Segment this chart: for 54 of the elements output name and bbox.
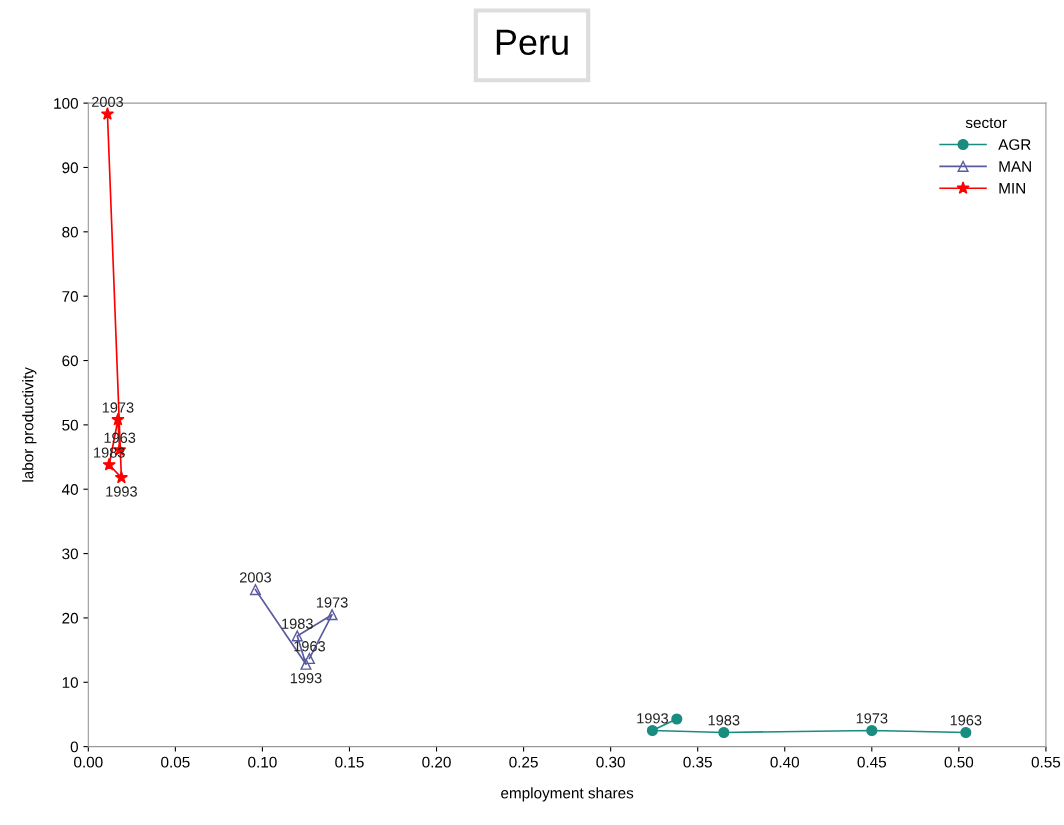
x-tick-label: 0.30 [596,756,625,768]
x-tick-label: 0.35 [683,756,712,768]
point [249,584,262,596]
y-tick-label: 0 [70,741,78,753]
point [100,107,115,120]
point [718,726,730,739]
x-tick-label: 0.15 [335,756,364,768]
x-tick-label: 0.00 [74,756,103,768]
legend-title: sector [965,118,1007,129]
annotation: 1993 [637,713,669,724]
x-tick-label: 0.25 [509,756,538,768]
annotation: 1993 [106,486,137,497]
annotation: 2003 [91,96,124,108]
y-tick-label: 100 [54,97,78,109]
legend-label: MIN [999,183,1025,194]
point [866,724,878,737]
annotation: 2003 [239,572,272,583]
annotation: 1983 [708,715,740,726]
y-tick-label: 50 [62,419,78,431]
y-tick-label: 70 [62,291,78,302]
y-tick-label: 80 [62,226,78,238]
annotation: 1993 [290,672,322,684]
x-tick-label: 0.10 [248,756,277,768]
x-tick-label: 0.40 [770,756,800,768]
annotation: 1983 [282,618,313,629]
y-tick-label: 30 [62,548,78,560]
y-axis-title: labor productivity [22,367,37,482]
y-tick-label: 20 [62,612,78,624]
y-tick-label: 40 [61,484,78,495]
point [111,412,125,426]
annotation: 1973 [316,597,348,608]
y-tick-label: 60 [62,355,78,367]
point [960,726,972,739]
x-tick-label: 0.55 [1031,756,1061,768]
point [671,713,683,725]
point [300,658,312,670]
y-tick-label: 10 [62,677,78,688]
point [303,652,315,665]
x-axis-title: employment shares [501,787,634,802]
chart-title: Peru [496,29,568,56]
annotation: 1973 [856,713,888,724]
legend-label: AGR [998,139,1031,150]
x-tick-label: 0.45 [857,756,887,768]
point [646,724,658,737]
point [326,609,338,621]
x-tick-label: 0.20 [422,756,451,768]
x-tick-label: 0.50 [944,756,974,768]
annotation: 1963 [950,715,982,726]
legend-label: MAN [999,161,1031,172]
y-tick-label: 90 [62,162,78,174]
point [291,630,303,642]
point [114,470,129,484]
point [102,457,116,471]
x-tick-label: 0.05 [161,756,190,768]
